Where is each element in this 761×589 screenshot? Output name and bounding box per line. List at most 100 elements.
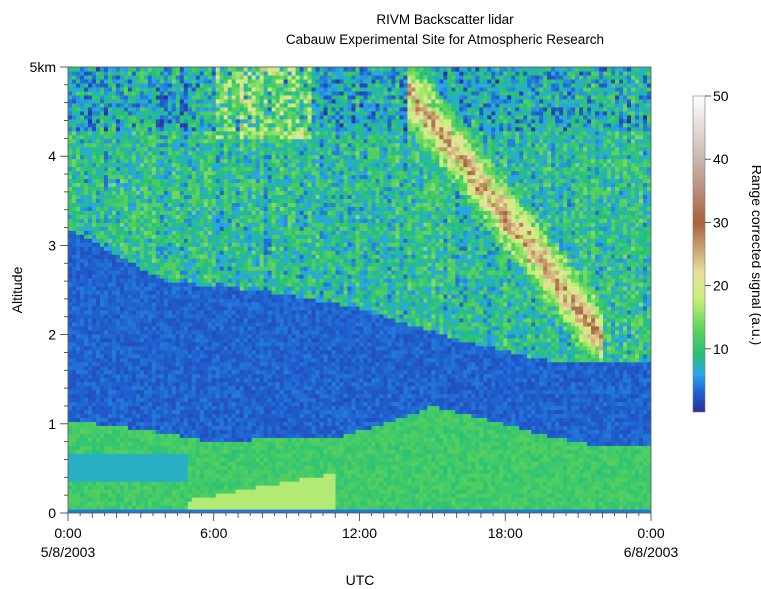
heatmap-cell <box>239 453 245 458</box>
heatmap-cell <box>91 445 97 450</box>
heatmap-cell <box>223 341 229 347</box>
heatmap-cell <box>131 449 137 454</box>
heatmap-cell <box>111 409 117 415</box>
heatmap-cell <box>179 210 185 215</box>
heatmap-cell <box>123 429 129 434</box>
heatmap-cell <box>87 142 93 148</box>
heatmap-cell <box>119 417 125 423</box>
heatmap-cell <box>123 393 129 399</box>
heatmap-cell <box>103 218 109 223</box>
heatmap-cell <box>68 86 73 92</box>
heatmap-cell <box>107 67 113 72</box>
heatmap-cell <box>191 313 197 319</box>
heatmap-cell <box>195 162 201 168</box>
heatmap-cell <box>235 301 241 307</box>
heatmap-cell <box>219 262 225 267</box>
heatmap-cell <box>68 242 73 247</box>
heatmap-cell <box>95 481 101 486</box>
heatmap-cell <box>207 74 213 80</box>
heatmap-cell <box>227 349 233 355</box>
heatmap-cell <box>68 94 73 100</box>
heatmap-cell <box>167 333 173 339</box>
heatmap-cell <box>227 497 233 502</box>
heatmap-cell <box>155 110 161 116</box>
heatmap-cell <box>223 166 229 172</box>
heatmap-cell <box>199 186 205 192</box>
heatmap-cell <box>211 138 217 144</box>
heatmap-cell <box>147 250 153 255</box>
heatmap-cell <box>175 369 181 375</box>
heatmap-cell <box>83 493 89 498</box>
heatmap-cell <box>127 194 133 200</box>
heatmap-cell <box>151 86 157 92</box>
heatmap-cell <box>127 413 133 419</box>
heatmap-cell <box>135 401 141 407</box>
heatmap-cell <box>175 206 181 211</box>
heatmap-cell <box>239 341 245 347</box>
heatmap-cell <box>179 485 185 490</box>
heatmap-cell <box>203 293 209 299</box>
heatmap-cell <box>227 305 233 311</box>
heatmap-cell <box>175 501 181 506</box>
heatmap-cell <box>75 509 81 513</box>
heatmap-cell <box>71 373 77 379</box>
heatmap-cell <box>103 198 109 203</box>
heatmap-cell <box>239 477 245 482</box>
heatmap-cell <box>83 67 89 72</box>
heatmap-cell <box>239 509 245 513</box>
heatmap-cell <box>91 230 97 235</box>
heatmap-cell <box>159 70 165 76</box>
heatmap-cell <box>71 138 77 144</box>
heatmap-cell <box>191 473 197 478</box>
heatmap-cell <box>99 158 105 164</box>
heatmap-cell <box>227 134 233 140</box>
heatmap-cell <box>107 278 113 283</box>
heatmap-cell <box>103 114 109 120</box>
heatmap-cell <box>151 266 157 271</box>
heatmap-cell <box>207 365 213 371</box>
heatmap-cell <box>199 341 205 347</box>
heatmap-cell <box>171 489 177 494</box>
heatmap-cell <box>115 146 121 152</box>
heatmap-cell <box>191 353 197 359</box>
heatmap-cell <box>159 449 165 454</box>
heatmap-cell <box>119 138 125 144</box>
heatmap-cell <box>68 341 73 347</box>
heatmap-cell <box>127 333 133 339</box>
heatmap-cell <box>91 218 97 223</box>
heatmap-cell <box>183 481 189 486</box>
heatmap-cell <box>207 206 213 211</box>
heatmap-cell <box>167 473 173 478</box>
heatmap-cell <box>155 154 161 160</box>
heatmap-cell <box>231 122 237 128</box>
heatmap-cell <box>75 214 81 219</box>
heatmap-cell <box>115 345 121 351</box>
heatmap-cell <box>95 214 101 219</box>
heatmap-cell <box>175 341 181 347</box>
heatmap-cell <box>107 357 113 363</box>
heatmap-cell <box>91 377 97 383</box>
heatmap-cell <box>95 369 101 375</box>
heatmap-cell <box>91 126 97 132</box>
heatmap-cell <box>171 98 177 104</box>
heatmap-cell <box>95 266 101 271</box>
heatmap-cell <box>79 437 85 442</box>
heatmap-cell <box>143 497 149 502</box>
heatmap-cell <box>99 146 105 152</box>
heatmap-cell <box>207 174 213 180</box>
heatmap-cell <box>223 465 229 470</box>
heatmap-cell <box>239 501 245 506</box>
heatmap-cell <box>139 369 145 375</box>
heatmap-cell <box>239 238 245 243</box>
heatmap-cell <box>195 194 201 200</box>
heatmap-cell <box>167 353 173 359</box>
heatmap-cell <box>68 226 73 231</box>
heatmap-cell <box>115 433 121 438</box>
heatmap-cell <box>87 341 93 347</box>
heatmap-cell <box>147 305 153 311</box>
heatmap-cell <box>71 441 77 446</box>
heatmap-cell <box>119 385 125 391</box>
heatmap-cell <box>195 90 201 96</box>
heatmap-cell <box>95 274 101 279</box>
heatmap-cell <box>123 262 129 267</box>
